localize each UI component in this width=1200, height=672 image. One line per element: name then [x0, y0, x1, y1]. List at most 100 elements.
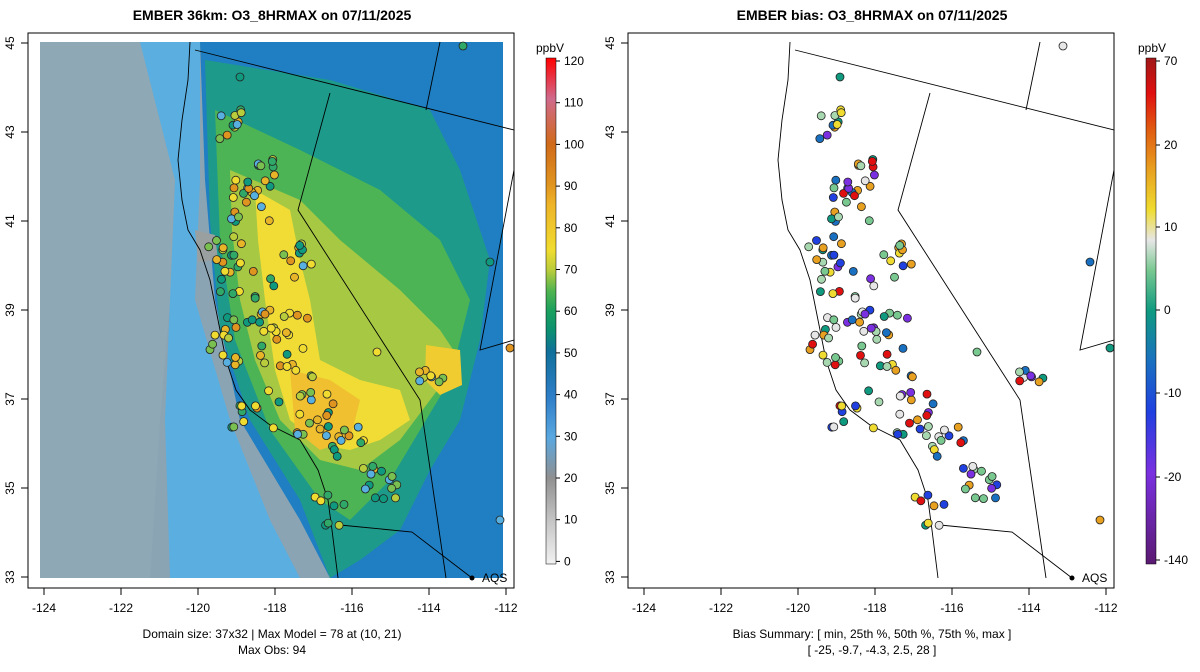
bias-site	[828, 193, 838, 202]
bias-site	[968, 461, 978, 471]
observation-site	[251, 401, 260, 411]
bias-site	[879, 250, 889, 260]
bias-site	[808, 339, 817, 349]
bias-site	[928, 399, 938, 409]
left-aqs-marker	[469, 575, 475, 581]
bias-site	[961, 484, 970, 494]
observation-site	[239, 417, 249, 427]
bias-site	[882, 328, 891, 338]
right-xtick-label: -112	[1094, 601, 1117, 615]
bias-site	[895, 409, 905, 419]
observation-site	[329, 501, 339, 511]
bias-site	[850, 293, 860, 303]
bias-site	[922, 411, 932, 420]
bias-site	[890, 272, 899, 282]
bias-site	[835, 72, 845, 82]
left-colorbar-tick-label: 70	[564, 263, 578, 277]
observation-site	[298, 343, 308, 353]
bias-site	[915, 424, 925, 434]
left-colorbar-tick-label: 80	[564, 221, 578, 235]
observation-site	[295, 391, 305, 401]
model-offshore-region	[40, 42, 195, 578]
observation-site	[370, 493, 380, 503]
observation-site	[229, 422, 239, 432]
observation-site	[328, 399, 338, 409]
observation-site	[306, 395, 316, 405]
right-colorbar-ticks: 70 20 10 0 -10 -20 -140	[1156, 54, 1188, 567]
bias-site	[972, 347, 982, 357]
observation-site	[250, 191, 259, 201]
bias-site	[832, 120, 842, 129]
right-aqs-marker	[1069, 575, 1075, 581]
observation-site	[229, 315, 239, 325]
bias-site	[822, 357, 832, 367]
left-caption-line2: Max Obs: 94	[238, 643, 306, 657]
observation-site	[229, 232, 239, 242]
observation-site	[344, 431, 354, 441]
observation-site	[256, 350, 265, 360]
observation-site	[339, 425, 349, 435]
bias-site	[817, 274, 826, 284]
left-colorbar-tick-label: 90	[564, 179, 578, 193]
left-xtick-label: -122	[109, 601, 133, 615]
bias-site	[891, 365, 901, 375]
bias-site	[970, 493, 980, 503]
bias-site	[837, 401, 847, 411]
bias-site	[864, 216, 874, 226]
bias-site	[979, 494, 988, 504]
bias-site	[934, 520, 944, 530]
observation-site	[495, 515, 505, 525]
right-colorbar	[1145, 57, 1157, 565]
observation-site	[292, 310, 302, 320]
left-aqs-label: AQS	[482, 571, 507, 585]
right-colorbar-tick-label: -10	[1164, 386, 1182, 400]
bias-site	[987, 472, 997, 481]
observation-site	[291, 365, 301, 375]
observation-site	[247, 315, 257, 325]
right-xtick-label: -120	[786, 601, 810, 615]
observation-site	[286, 256, 296, 266]
observation-site	[279, 312, 289, 321]
observation-site	[505, 343, 515, 353]
observation-site	[322, 411, 332, 420]
bias-site	[869, 281, 879, 291]
bias-site	[828, 289, 838, 299]
bias-site	[839, 417, 849, 427]
observation-site	[274, 397, 284, 407]
left-california-nevada-border	[297, 92, 447, 579]
bias-site	[831, 175, 841, 185]
right-colorbar-tick-label: 0	[1164, 303, 1171, 317]
right-mexico-border	[939, 524, 1073, 579]
observation-site	[306, 387, 316, 397]
left-colorbar-tick-label: 40	[564, 388, 578, 402]
bias-site	[1015, 376, 1025, 386]
observation-site	[415, 367, 424, 377]
bias-site	[932, 451, 942, 461]
observation-site	[241, 197, 251, 207]
bias-site	[913, 415, 922, 425]
observation-site	[235, 72, 245, 82]
bias-site	[903, 313, 912, 323]
right-aqs-label: AQS	[1082, 571, 1107, 585]
right-oregon-border	[794, 49, 1114, 131]
observation-site	[368, 461, 378, 471]
observation-site	[353, 422, 363, 432]
bias-site	[956, 438, 966, 448]
observation-site	[379, 494, 388, 504]
left-ytick-label: 45	[3, 36, 17, 50]
bias-site	[842, 197, 851, 207]
right-ytick-label: 37	[603, 392, 617, 406]
left-colorbar-tick-label: 120	[564, 54, 584, 68]
right-ytick-label: 35	[603, 481, 617, 495]
observation-site	[266, 274, 276, 284]
bias-site	[905, 418, 914, 428]
observation-site	[222, 357, 232, 367]
observation-site	[316, 496, 326, 506]
observation-site	[372, 347, 382, 357]
observation-site	[366, 469, 376, 479]
bias-site	[977, 466, 986, 476]
observation-site	[260, 309, 270, 319]
bias-site	[908, 372, 917, 382]
